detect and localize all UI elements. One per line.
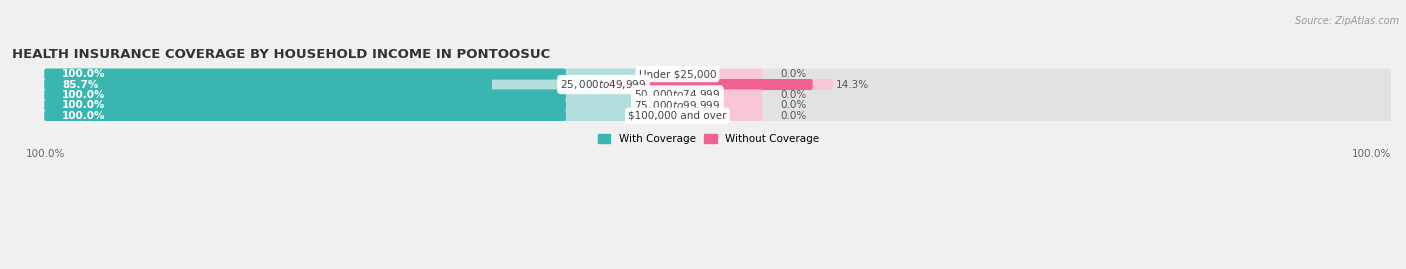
FancyBboxPatch shape [45, 69, 679, 80]
Text: 0.0%: 0.0% [780, 111, 807, 121]
FancyBboxPatch shape [45, 89, 679, 100]
FancyBboxPatch shape [45, 100, 679, 111]
FancyBboxPatch shape [675, 89, 762, 100]
Text: Source: ZipAtlas.com: Source: ZipAtlas.com [1295, 16, 1399, 26]
FancyBboxPatch shape [45, 79, 606, 90]
FancyBboxPatch shape [675, 69, 762, 80]
Text: 100.0%: 100.0% [62, 111, 105, 121]
Text: 100.0%: 100.0% [62, 69, 105, 79]
FancyBboxPatch shape [675, 100, 762, 111]
Text: 0.0%: 0.0% [780, 90, 807, 100]
FancyBboxPatch shape [45, 110, 567, 121]
Text: Under $25,000: Under $25,000 [638, 69, 716, 79]
Legend: With Coverage, Without Coverage: With Coverage, Without Coverage [593, 130, 823, 148]
Text: 100.0%: 100.0% [1351, 149, 1391, 159]
Text: $75,000 to $99,999: $75,000 to $99,999 [634, 99, 721, 112]
Text: HEALTH INSURANCE COVERAGE BY HOUSEHOLD INCOME IN PONTOOSUC: HEALTH INSURANCE COVERAGE BY HOUSEHOLD I… [13, 48, 551, 62]
Text: $25,000 to $49,999: $25,000 to $49,999 [561, 78, 647, 91]
FancyBboxPatch shape [45, 110, 1393, 121]
FancyBboxPatch shape [45, 100, 1393, 111]
FancyBboxPatch shape [45, 110, 679, 121]
FancyBboxPatch shape [45, 89, 1393, 100]
Text: 100.0%: 100.0% [62, 100, 105, 110]
FancyBboxPatch shape [45, 100, 567, 111]
Text: 100.0%: 100.0% [25, 149, 65, 159]
FancyBboxPatch shape [675, 110, 762, 121]
FancyBboxPatch shape [45, 79, 1393, 90]
Text: 85.7%: 85.7% [62, 80, 98, 90]
FancyBboxPatch shape [45, 89, 567, 100]
FancyBboxPatch shape [45, 69, 567, 80]
Text: 0.0%: 0.0% [780, 69, 807, 79]
Text: 0.0%: 0.0% [780, 100, 807, 110]
FancyBboxPatch shape [602, 79, 813, 90]
Text: 14.3%: 14.3% [837, 80, 869, 90]
FancyBboxPatch shape [45, 79, 492, 90]
Text: $50,000 to $74,999: $50,000 to $74,999 [634, 89, 721, 101]
Text: $100,000 and over: $100,000 and over [628, 111, 727, 121]
FancyBboxPatch shape [45, 69, 1393, 80]
FancyBboxPatch shape [602, 79, 834, 90]
Text: 100.0%: 100.0% [62, 90, 105, 100]
